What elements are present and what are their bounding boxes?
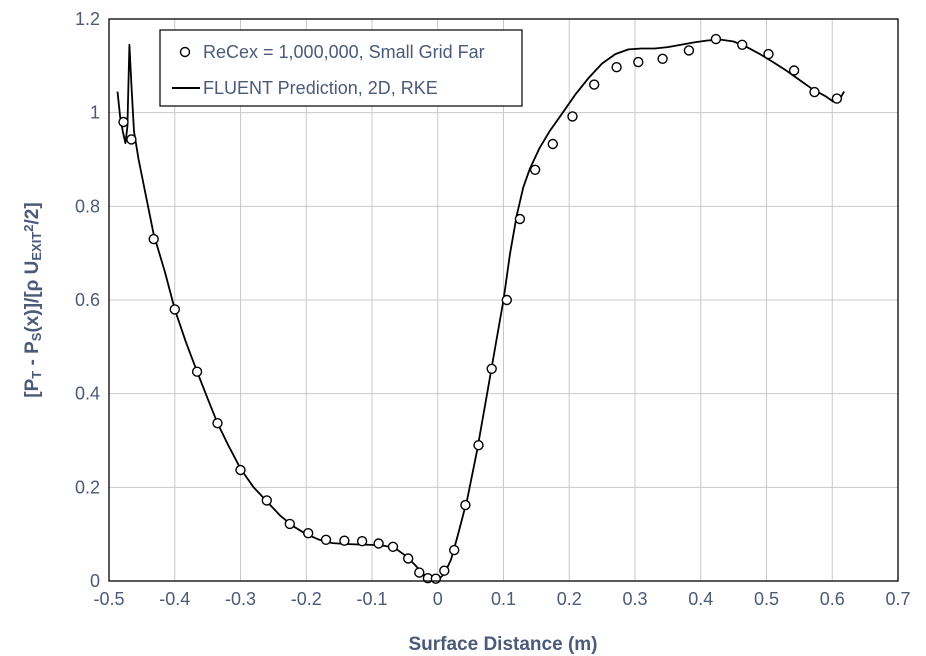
y-tick-label: 0.2 xyxy=(75,477,100,497)
data-point xyxy=(169,304,181,315)
data-point xyxy=(547,138,558,150)
data-point xyxy=(809,86,820,98)
data-point xyxy=(414,567,425,578)
data-point xyxy=(473,440,484,451)
x-tick-labels: -0.5 -0.4 -0.3 -0.2 -0.1 0 0.1 0.2 0.3 0.4 0.5 0.6 0… xyxy=(93,589,910,609)
y-axis-title-part: - P xyxy=(22,341,43,371)
y-axis-title-part: S xyxy=(29,332,44,341)
y-axis-title: [PT - PS(x)]/[ρ UEXIT2/2] xyxy=(21,202,44,397)
data-point xyxy=(460,499,471,511)
data-point xyxy=(373,538,384,549)
x-tick-label: 0.3 xyxy=(622,589,647,609)
data-point xyxy=(261,495,272,506)
plot-frame xyxy=(108,18,899,582)
x-tick-label: 0.5 xyxy=(754,589,779,609)
data-point xyxy=(657,53,668,64)
x-tick-label: -0.1 xyxy=(356,589,387,609)
data-point xyxy=(118,116,129,128)
data-point xyxy=(403,553,414,564)
legend-label-experimental: ReCex = 1,000,000, Small Grid Far xyxy=(203,42,485,62)
data-point xyxy=(514,213,526,225)
data-point xyxy=(633,56,644,68)
data-point xyxy=(235,464,246,476)
y-tick-label: 0.8 xyxy=(75,196,100,216)
y-axis-title-part: (x)]/[ρ U xyxy=(22,261,43,333)
data-point xyxy=(737,39,748,50)
fluent-prediction-series xyxy=(116,38,845,581)
data-point xyxy=(212,418,223,429)
data-point xyxy=(387,541,399,552)
data-point xyxy=(148,233,159,245)
data-point xyxy=(126,134,137,145)
data-point xyxy=(356,536,368,547)
x-tick-label: -0.3 xyxy=(225,589,256,609)
x-tick-label: -0.4 xyxy=(159,589,190,609)
x-tick-label: 0.4 xyxy=(688,589,713,609)
data-point xyxy=(501,294,512,306)
legend-label-fluent: FLUENT Prediction, 2D, RKE xyxy=(203,78,438,98)
data-point xyxy=(439,565,450,576)
experimental-points-series xyxy=(118,33,843,584)
data-point xyxy=(529,164,541,176)
data-point xyxy=(284,518,295,530)
y-tick-label: 0.4 xyxy=(75,384,100,404)
data-point xyxy=(449,544,460,556)
data-point xyxy=(763,48,774,60)
data-point xyxy=(339,535,350,546)
y-axis-title-part: 2 xyxy=(21,224,36,231)
y-axis-title-part: EXIT xyxy=(29,232,44,261)
data-point xyxy=(320,534,332,545)
x-tick-label: 0.2 xyxy=(557,589,582,609)
legend-marker-circle xyxy=(179,46,191,58)
y-axis-title-part: /2] xyxy=(22,202,43,224)
y-tick-label: 0 xyxy=(90,571,100,591)
x-tick-label: 0 xyxy=(433,589,443,609)
y-tick-labels: 0 0.2 0.4 0.6 0.8 1 1.2 xyxy=(75,9,100,591)
y-axis-title-part: [P xyxy=(22,378,43,397)
data-point xyxy=(430,573,441,584)
legend: ReCex = 1,000,000, Small Grid Far FLUENT… xyxy=(159,29,523,107)
data-point xyxy=(831,93,843,104)
data-point xyxy=(611,61,622,73)
data-point xyxy=(191,366,203,377)
y-tick-label: 1.2 xyxy=(75,9,100,29)
data-point xyxy=(567,111,578,122)
data-point xyxy=(788,65,800,76)
y-axis-title-part: T xyxy=(29,371,44,379)
x-tick-label: -0.2 xyxy=(291,589,322,609)
y-tick-label: 0.6 xyxy=(75,290,100,310)
x-tick-label: 0.1 xyxy=(491,589,516,609)
legend-box xyxy=(159,29,523,107)
x-tick-label: -0.5 xyxy=(93,589,124,609)
x-tick-label: 0.7 xyxy=(885,589,910,609)
x-axis-title: Surface Distance (m) xyxy=(408,634,597,655)
fluent-prediction-line xyxy=(116,38,845,581)
data-point xyxy=(303,528,314,539)
data-point xyxy=(486,363,497,374)
y-tick-label: 1 xyxy=(90,103,100,123)
data-point xyxy=(683,45,695,56)
data-point xyxy=(589,79,600,90)
data-point xyxy=(710,33,722,45)
x-tick-label: 0.6 xyxy=(820,589,845,609)
